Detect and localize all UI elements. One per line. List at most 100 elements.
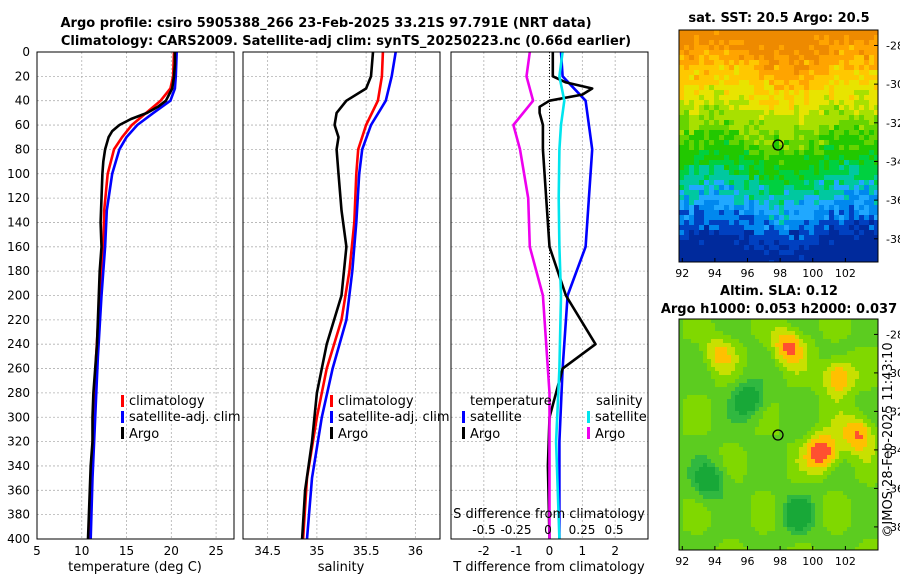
map-pixel xyxy=(779,535,783,539)
map-pixel xyxy=(751,371,755,375)
map-pixel xyxy=(815,483,819,487)
map-pixel xyxy=(783,547,787,550)
map-pixel xyxy=(703,343,707,347)
map-pixel xyxy=(851,459,855,463)
map-pixel xyxy=(795,407,799,411)
map-pixel xyxy=(759,495,763,499)
map-pixel xyxy=(739,140,744,145)
map-pixel xyxy=(723,475,727,479)
map-pixel xyxy=(687,395,691,399)
map-pixel xyxy=(867,455,871,459)
map-pixel xyxy=(819,463,823,467)
map-pixel xyxy=(739,423,743,427)
map-pixel xyxy=(803,547,807,550)
map-pixel xyxy=(759,459,763,463)
map-pixel xyxy=(824,40,829,45)
map-pixel xyxy=(875,431,878,435)
map-pixel xyxy=(835,467,839,471)
map-pixel xyxy=(679,150,684,155)
map-pixel xyxy=(774,55,779,60)
map-y-tick-label: -36 xyxy=(886,194,900,207)
map-pixel xyxy=(859,511,863,515)
map-pixel xyxy=(683,375,687,379)
map-pixel xyxy=(769,80,774,85)
map-pixel xyxy=(743,323,747,327)
map-pixel xyxy=(839,471,843,475)
map-pixel xyxy=(707,451,711,455)
map-pixel xyxy=(827,423,831,427)
map-pixel xyxy=(684,205,689,210)
map-pixel xyxy=(807,491,811,495)
map-pixel xyxy=(794,205,799,210)
map-pixel xyxy=(694,195,699,200)
map-pixel xyxy=(769,115,774,120)
map-pixel xyxy=(787,395,791,399)
map-pixel xyxy=(703,451,707,455)
map-pixel xyxy=(764,90,769,95)
map-x-tick-label: 92 xyxy=(675,555,689,568)
map-pixel xyxy=(799,60,804,65)
map-pixel xyxy=(859,205,864,210)
map-pixel xyxy=(819,455,823,459)
map-pixel xyxy=(749,110,754,115)
map-pixel xyxy=(689,195,694,200)
map-pixel xyxy=(764,160,769,165)
map-pixel xyxy=(707,503,711,507)
map-pixel xyxy=(804,40,809,45)
map-pixel xyxy=(759,200,764,205)
map-pixel xyxy=(687,415,691,419)
map-pixel xyxy=(723,379,727,383)
map-pixel xyxy=(759,185,764,190)
map-pixel xyxy=(711,451,715,455)
map-pixel xyxy=(791,363,795,367)
map-pixel xyxy=(767,459,771,463)
map-pixel xyxy=(871,463,875,467)
map-pixel xyxy=(691,339,695,343)
map-pixel xyxy=(844,85,849,90)
map-pixel xyxy=(744,135,749,140)
map-pixel xyxy=(791,347,795,351)
map-pixel xyxy=(679,451,683,455)
map-pixel xyxy=(799,245,804,250)
map-pixel xyxy=(724,50,729,55)
map-pixel xyxy=(854,130,859,135)
map-pixel xyxy=(759,395,763,399)
map-pixel xyxy=(827,435,831,439)
map-pixel xyxy=(859,70,864,75)
map-pixel xyxy=(729,65,734,70)
map-pixel xyxy=(795,367,799,371)
map-pixel xyxy=(867,355,871,359)
legend-swatch-satellite xyxy=(330,411,333,423)
map-pixel xyxy=(775,387,779,391)
map-pixel xyxy=(751,403,755,407)
map-pixel xyxy=(824,200,829,205)
map-pixel xyxy=(854,75,859,80)
map-pixel xyxy=(699,327,703,331)
map-pixel xyxy=(819,403,823,407)
map-pixel xyxy=(834,160,839,165)
map-pixel xyxy=(835,515,839,519)
map-pixel xyxy=(751,327,755,331)
map-pixel xyxy=(729,185,734,190)
map-pixel xyxy=(847,455,851,459)
map-pixel xyxy=(747,519,751,523)
map-pixel xyxy=(749,150,754,155)
map-pixel xyxy=(719,335,723,339)
map-pixel xyxy=(749,175,754,180)
map-y-tick-label: -30 xyxy=(886,78,900,91)
map-pixel xyxy=(849,70,854,75)
map-pixel xyxy=(864,240,869,245)
map-pixel xyxy=(789,190,794,195)
map-pixel xyxy=(789,95,794,100)
map-pixel xyxy=(855,455,859,459)
map-pixel xyxy=(754,215,759,220)
map-pixel xyxy=(767,435,771,439)
map-pixel xyxy=(783,363,787,367)
map-pixel xyxy=(859,185,864,190)
map-pixel xyxy=(699,335,703,339)
map-pixel xyxy=(739,459,743,463)
map-pixel xyxy=(714,75,719,80)
map-pixel xyxy=(695,387,699,391)
map-pixel xyxy=(814,195,819,200)
map-pixel xyxy=(874,80,878,85)
